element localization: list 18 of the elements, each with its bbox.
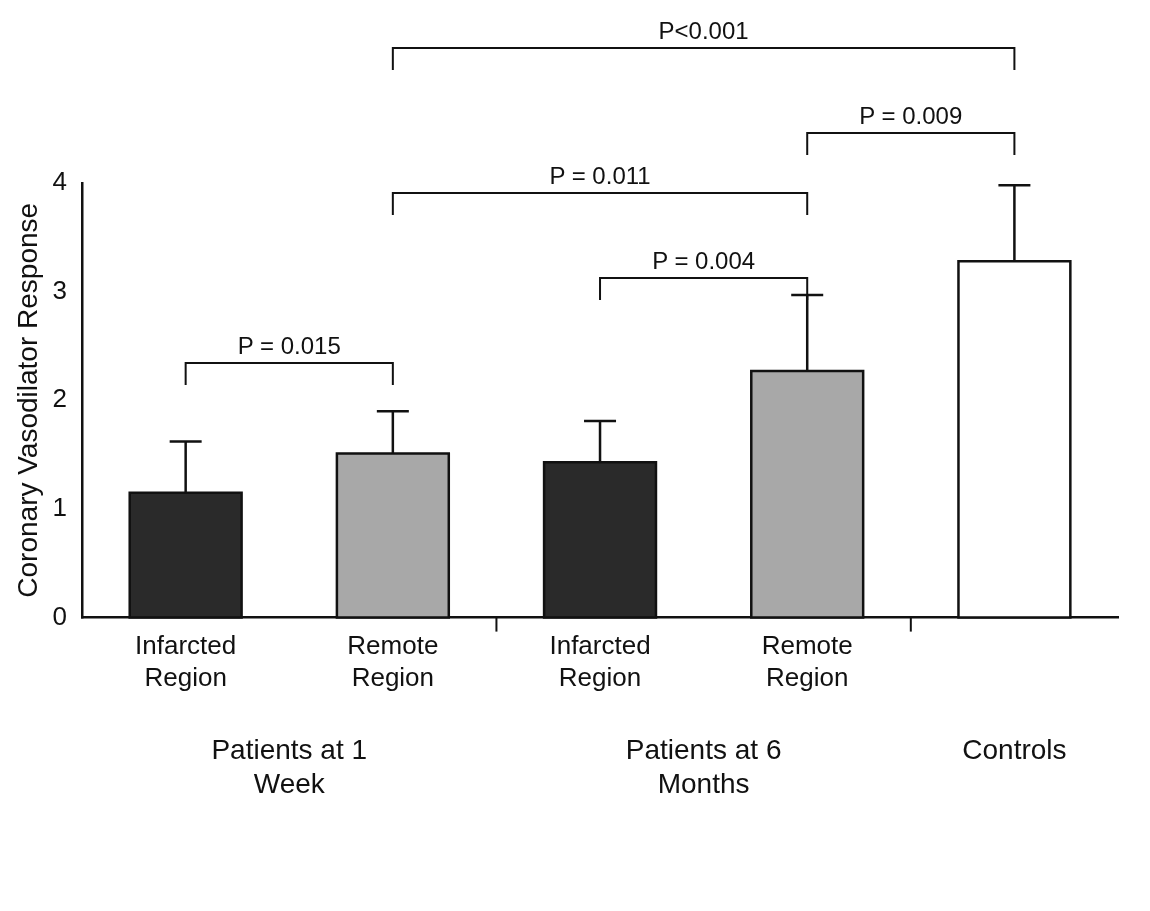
x-tick-label: Infarcted Region <box>549 630 651 692</box>
y-tick-label: 3 <box>52 274 68 305</box>
x-tick-label: Infarcted Region <box>135 630 237 692</box>
annotation: P = 0.004 <box>652 246 756 274</box>
text: P<0.001 <box>658 16 749 44</box>
y-tick-label: 4 <box>52 166 68 197</box>
y-tick-label: 1 <box>52 492 68 523</box>
x-tick-label: Remote Region <box>761 630 853 692</box>
text: P = 0.009 <box>859 101 963 129</box>
annotation: P = 0.015 <box>237 331 341 359</box>
x-tick-label: Remote Region <box>347 630 439 692</box>
text: Controls <box>962 734 1067 766</box>
y-tick-label: 0 <box>52 600 68 631</box>
y-axis-title: Coronary Vasodilator Response <box>11 202 43 598</box>
annotation: P = 0.011 <box>549 161 651 189</box>
text: Patients at 6 Months <box>625 734 782 800</box>
y-tick-label: 2 <box>52 383 68 414</box>
text: Patients at 1 Week <box>211 734 368 800</box>
